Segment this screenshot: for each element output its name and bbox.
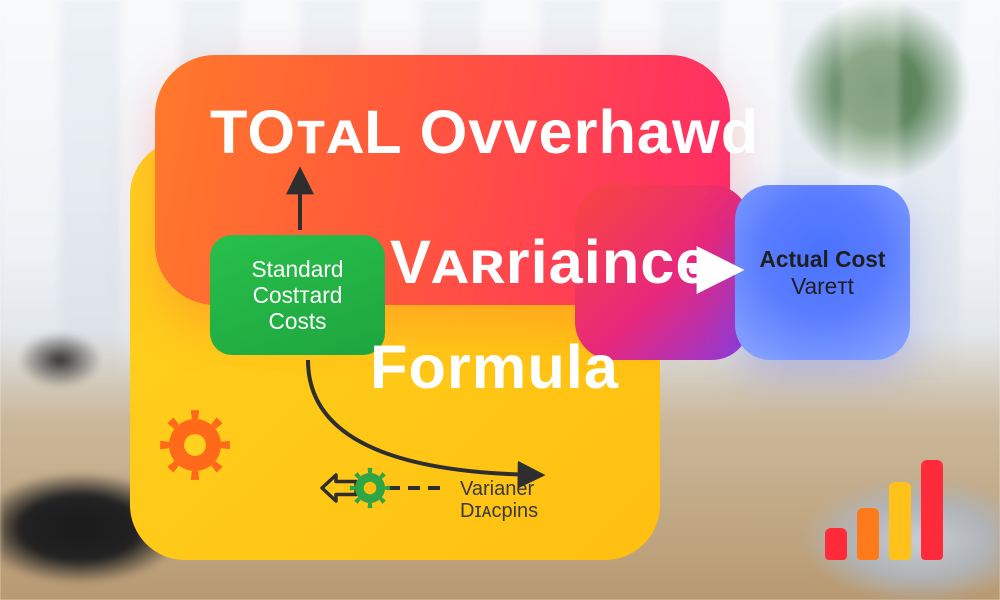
bar: [921, 460, 943, 560]
footer-label-line1: Varianer: [460, 478, 538, 500]
green-card-standard-cost: Standard Costᴛard Costs: [210, 235, 385, 355]
green-card-line2: Costᴛard: [253, 282, 343, 308]
footer-label: Varianer Dɪᴀcpins: [460, 478, 538, 522]
title-line2: Vᴀʀriainᴄe: [390, 230, 711, 294]
bar: [857, 508, 879, 560]
blue-card-line1: Actual Cost: [760, 246, 886, 273]
footer-label-line2: Dɪᴀcpins: [460, 500, 538, 522]
title-line3: Formula: [370, 335, 619, 399]
blue-card-actual-cost: Actual Cost Vareᴛt: [735, 185, 910, 360]
green-card-line3: Costs: [269, 308, 327, 334]
blue-card-line2: Vareᴛt: [791, 273, 854, 300]
bar: [889, 482, 911, 560]
green-card-line1: Standard: [252, 256, 344, 282]
bar-chart: [825, 460, 943, 560]
title-line1: TOᴛᴀL Ovᴠerhawd: [210, 100, 759, 164]
bar: [825, 528, 847, 560]
